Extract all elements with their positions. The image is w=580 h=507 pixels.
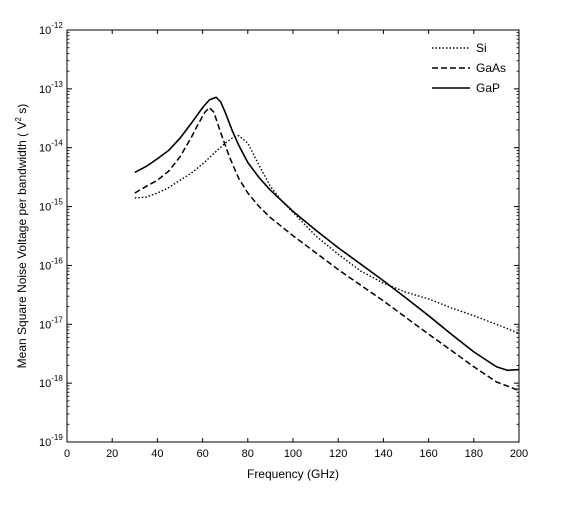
- x-tick-label: 120: [329, 448, 347, 460]
- x-tick-label: 0: [64, 448, 70, 460]
- x-tick-label: 180: [465, 448, 483, 460]
- y-tick-exponent: -13: [51, 80, 63, 89]
- y-tick-label: 10-12: [39, 21, 63, 37]
- y-axis-label: Mean Square Noise Voltage per bandwidth …: [14, 104, 29, 369]
- legend-label-gap: GaP: [476, 81, 500, 95]
- x-tick-label: 200: [510, 448, 528, 460]
- y-tick-base: 10: [39, 25, 51, 37]
- legend-label-gaas: GaAs: [476, 61, 506, 75]
- y-tick-exponent: -18: [51, 374, 63, 383]
- x-axis-ticks: 0 20 40 60 80 100 120 140 160 180 200: [64, 30, 528, 460]
- x-tick-label: 20: [106, 448, 118, 460]
- y-tick-base: 10: [39, 378, 51, 390]
- y-tick-base: 10: [39, 143, 51, 155]
- y-tick-label: 10-15: [39, 198, 63, 214]
- legend: Si GaAs GaP: [424, 40, 510, 100]
- y-tick-exponent: -15: [51, 198, 63, 207]
- y-tick-exponent: -14: [51, 139, 63, 148]
- y-tick-exponent: -12: [51, 21, 63, 30]
- y-tick-base: 10: [39, 437, 51, 449]
- x-tick-label: 100: [284, 448, 302, 460]
- y-tick-base: 10: [39, 84, 51, 96]
- y-tick-label: 10-16: [39, 256, 63, 272]
- legend-label-si: Si: [476, 41, 487, 55]
- y-tick-label: 10-13: [39, 80, 63, 96]
- y-tick-label: 10-17: [39, 315, 63, 331]
- y-axis-label-end: s): [15, 104, 29, 117]
- y-tick-base: 10: [39, 202, 51, 214]
- x-axis-label: Frequency (GHz): [247, 467, 339, 481]
- y-tick-label: 10-19: [39, 433, 63, 449]
- y-tick-label: 10-14: [39, 139, 63, 155]
- x-tick-label: 140: [374, 448, 392, 460]
- y-axis-label-superscript: 2: [14, 116, 23, 121]
- x-tick-label: 80: [242, 448, 254, 460]
- series-line-si: [134, 135, 520, 335]
- y-tick-exponent: -19: [51, 433, 63, 442]
- y-axis-label-main: Mean Square Noise Voltage per bandwidth …: [15, 121, 29, 368]
- y-tick-base: 10: [39, 260, 51, 272]
- x-tick-label: 60: [196, 448, 208, 460]
- series-line-gaas: [134, 106, 520, 392]
- legend-box: [424, 40, 510, 100]
- y-tick-label: 10-18: [39, 374, 63, 390]
- series-line-gap: [134, 96, 520, 372]
- x-tick-label: 40: [151, 448, 163, 460]
- y-tick-exponent: -17: [51, 315, 63, 324]
- series-lines: [134, 96, 520, 392]
- y-tick-exponent: -16: [51, 256, 63, 265]
- x-tick-label: 160: [419, 448, 437, 460]
- y-tick-base: 10: [39, 319, 51, 331]
